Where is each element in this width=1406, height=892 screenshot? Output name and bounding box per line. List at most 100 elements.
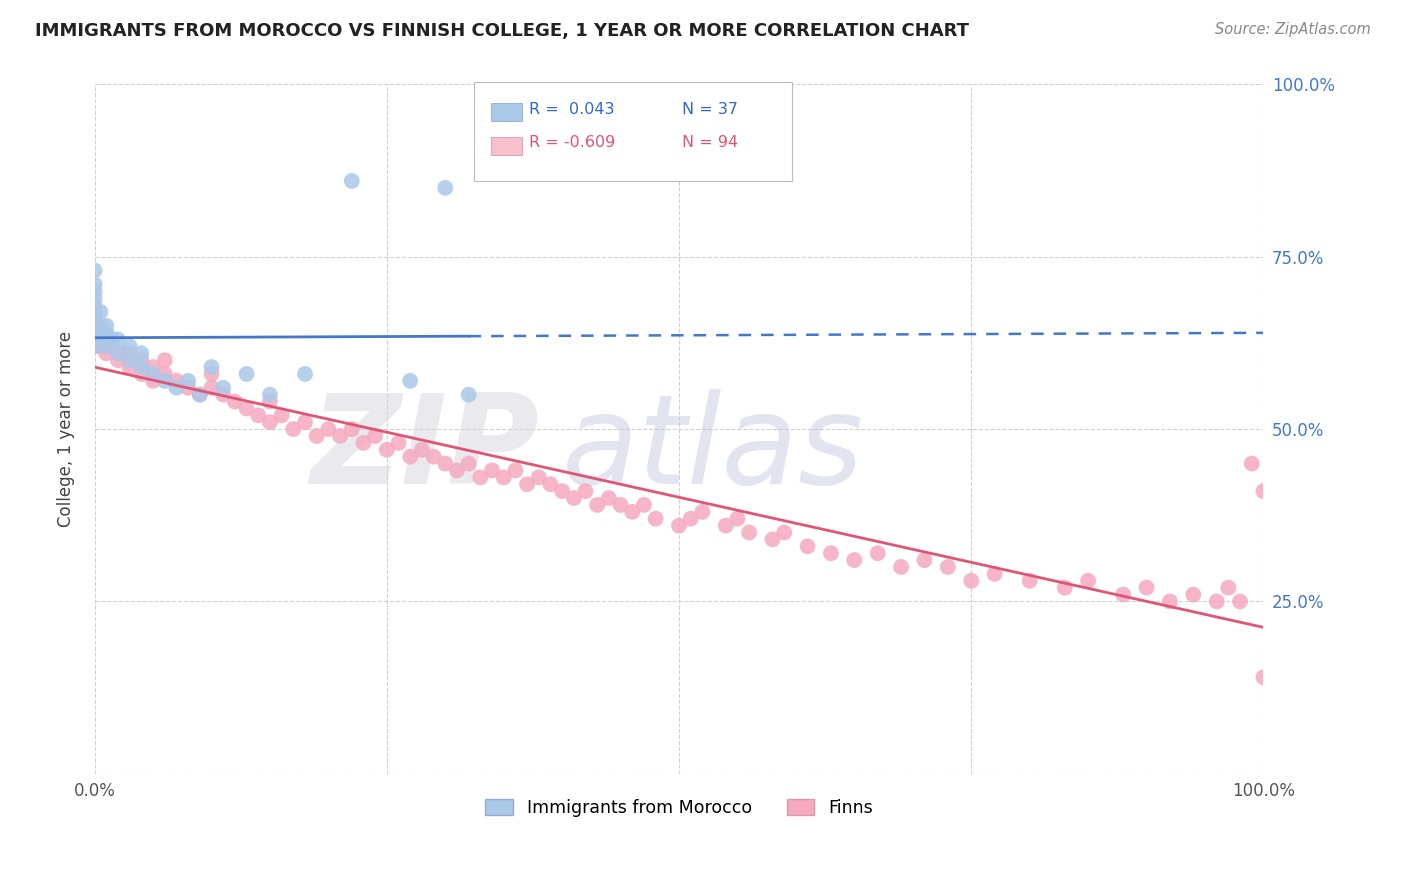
- Text: IMMIGRANTS FROM MOROCCO VS FINNISH COLLEGE, 1 YEAR OR MORE CORRELATION CHART: IMMIGRANTS FROM MOROCCO VS FINNISH COLLE…: [35, 22, 969, 40]
- Point: [1053, 581, 1076, 595]
- Point: [177, 374, 200, 388]
- Point: [796, 539, 818, 553]
- Point: [562, 491, 585, 505]
- Point: [101, 339, 124, 353]
- Point: [188, 387, 211, 401]
- Point: [142, 360, 165, 375]
- Point: [259, 387, 281, 401]
- Point: [1229, 594, 1251, 608]
- Point: [481, 463, 503, 477]
- Point: [89, 326, 111, 340]
- Point: [247, 409, 270, 423]
- Point: [609, 498, 631, 512]
- Point: [294, 415, 316, 429]
- Point: [457, 457, 479, 471]
- Point: [364, 429, 387, 443]
- Point: [1218, 581, 1240, 595]
- Point: [727, 512, 749, 526]
- Point: [318, 422, 340, 436]
- Point: [83, 263, 105, 277]
- Point: [107, 333, 129, 347]
- Y-axis label: College, 1 year or more: College, 1 year or more: [58, 331, 75, 527]
- Point: [153, 367, 176, 381]
- Point: [329, 429, 352, 443]
- Point: [83, 333, 105, 347]
- Point: [107, 346, 129, 360]
- Point: [83, 298, 105, 312]
- Text: N = 37: N = 37: [682, 103, 738, 117]
- Point: [177, 381, 200, 395]
- Point: [1182, 588, 1205, 602]
- Point: [283, 422, 305, 436]
- Point: [259, 394, 281, 409]
- Point: [983, 566, 1005, 581]
- Text: Source: ZipAtlas.com: Source: ZipAtlas.com: [1215, 22, 1371, 37]
- Point: [83, 326, 105, 340]
- Point: [83, 311, 105, 326]
- Point: [1077, 574, 1099, 588]
- Point: [714, 518, 737, 533]
- Point: [200, 381, 222, 395]
- Point: [200, 360, 222, 375]
- Point: [259, 415, 281, 429]
- Point: [1205, 594, 1227, 608]
- Point: [142, 374, 165, 388]
- Text: R =  0.043: R = 0.043: [529, 103, 614, 117]
- Point: [118, 346, 141, 360]
- Point: [446, 463, 468, 477]
- Point: [131, 346, 153, 360]
- Point: [83, 326, 105, 340]
- Point: [1018, 574, 1040, 588]
- Point: [212, 387, 235, 401]
- Point: [434, 181, 457, 195]
- Point: [1240, 457, 1263, 471]
- Point: [890, 560, 912, 574]
- Point: [551, 484, 574, 499]
- Point: [387, 436, 409, 450]
- Point: [305, 429, 328, 443]
- Point: [83, 277, 105, 292]
- Point: [83, 291, 105, 305]
- Point: [1112, 588, 1135, 602]
- Point: [270, 409, 292, 423]
- Point: [83, 285, 105, 299]
- Point: [621, 505, 644, 519]
- Point: [457, 387, 479, 401]
- Point: [101, 333, 124, 347]
- Point: [131, 360, 153, 375]
- Point: [235, 401, 257, 416]
- Point: [574, 484, 596, 499]
- Text: N = 94: N = 94: [682, 136, 738, 150]
- Point: [586, 498, 609, 512]
- Point: [761, 533, 783, 547]
- Point: [411, 442, 433, 457]
- Point: [188, 387, 211, 401]
- Point: [165, 374, 187, 388]
- Point: [633, 498, 655, 512]
- Point: [212, 381, 235, 395]
- Point: [1253, 670, 1275, 684]
- Point: [107, 353, 129, 368]
- Point: [83, 318, 105, 333]
- Point: [692, 505, 714, 519]
- Point: [516, 477, 538, 491]
- Point: [492, 470, 515, 484]
- Point: [131, 353, 153, 368]
- Point: [644, 512, 666, 526]
- Point: [340, 174, 363, 188]
- Point: [96, 346, 118, 360]
- Point: [118, 360, 141, 375]
- Point: [598, 491, 620, 505]
- Point: [914, 553, 936, 567]
- Point: [434, 457, 457, 471]
- Point: [153, 353, 176, 368]
- Point: [375, 442, 398, 457]
- Point: [866, 546, 889, 560]
- Point: [540, 477, 562, 491]
- Point: [165, 381, 187, 395]
- Point: [118, 339, 141, 353]
- Point: [679, 512, 702, 526]
- Point: [96, 326, 118, 340]
- Point: [83, 339, 105, 353]
- Point: [773, 525, 796, 540]
